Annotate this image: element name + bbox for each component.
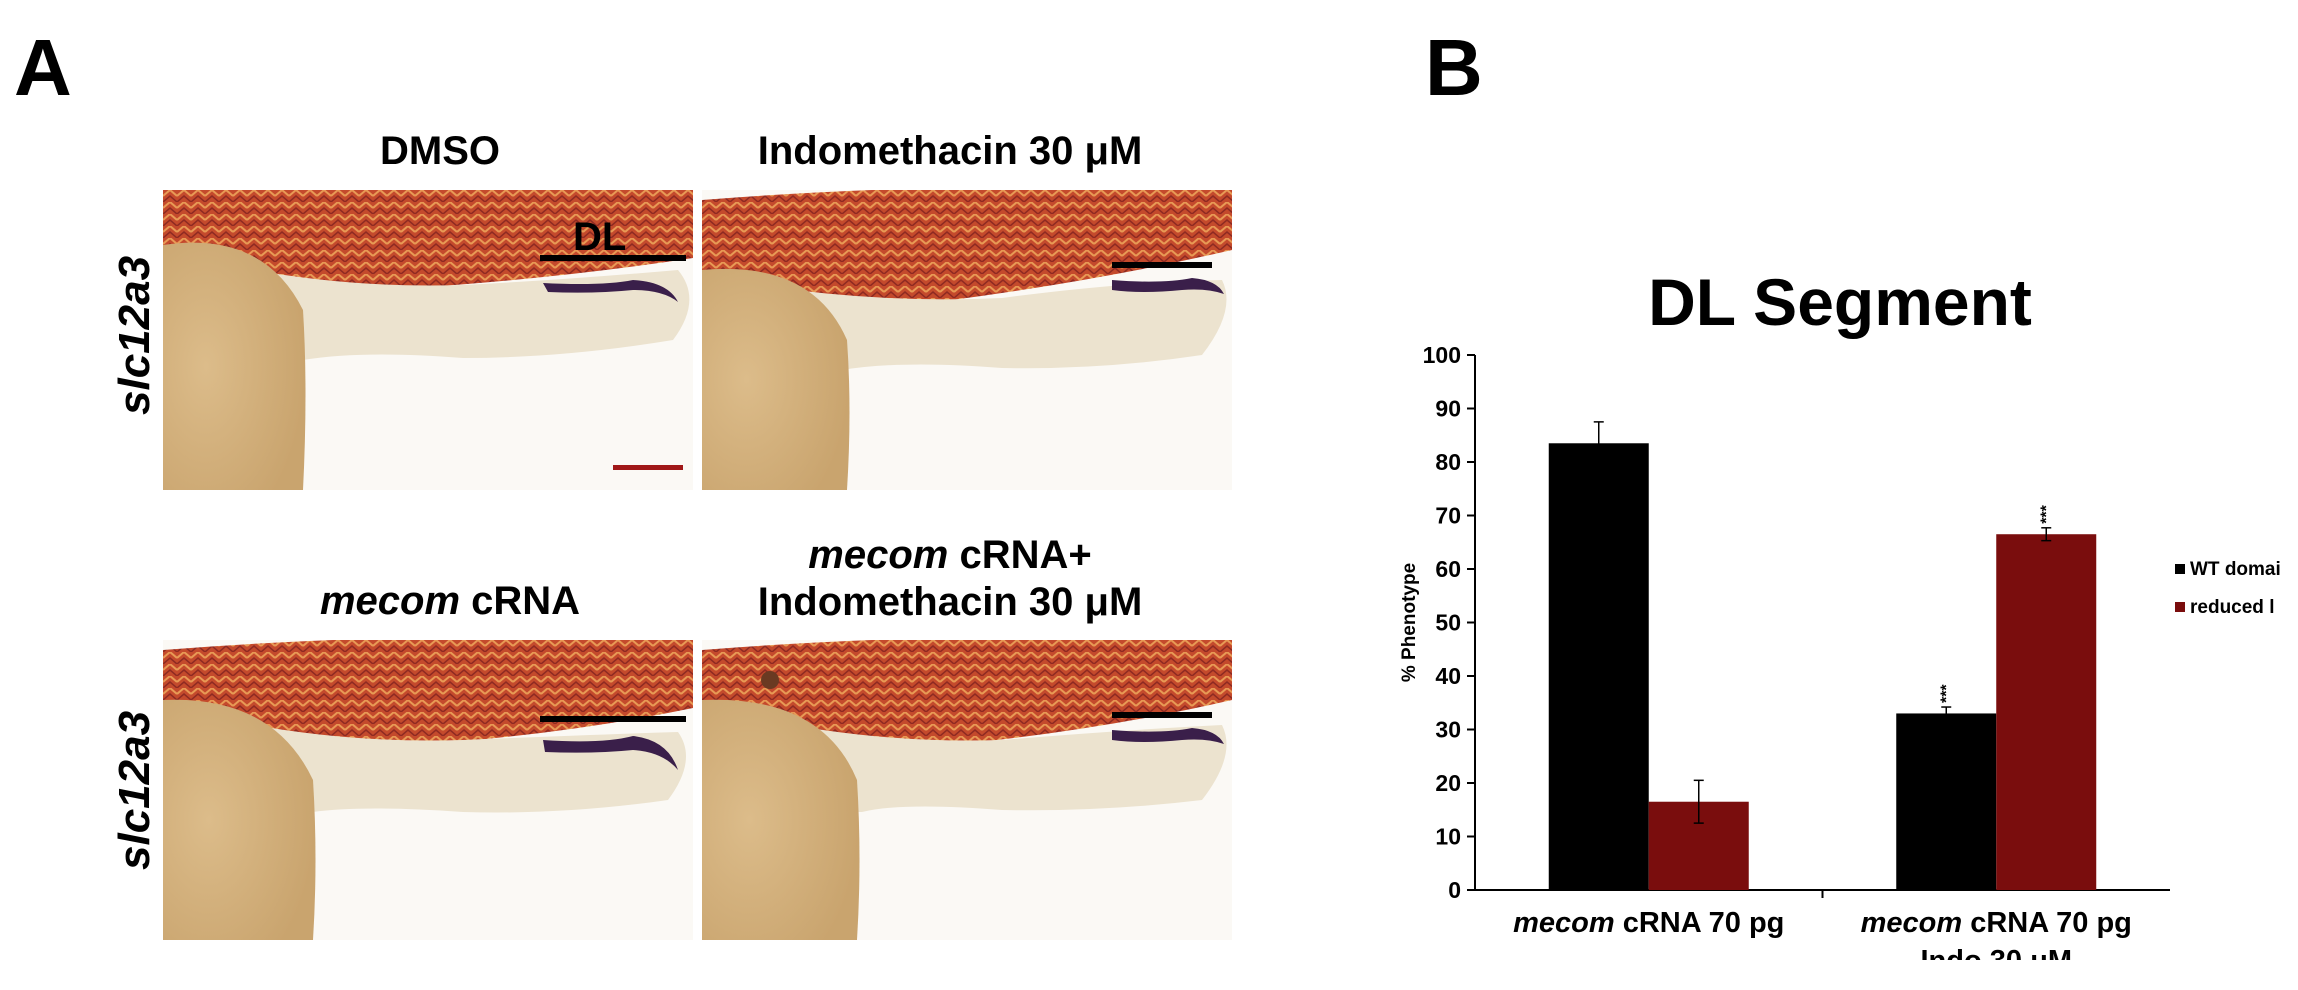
x-category-label: mecom cRNA 70 pg [1861, 907, 2132, 939]
scale-bar [613, 465, 683, 470]
legend-label: WT domain [2190, 559, 2280, 580]
y-tick-label: 80 [1435, 449, 1461, 475]
category-text: cRNA 70 pg [1962, 907, 2132, 939]
micrograph-image [163, 640, 693, 940]
y-tick-label: 10 [1435, 824, 1461, 850]
chart-title: DL Segment [1648, 265, 2032, 339]
micrograph-image: DL [163, 190, 693, 490]
condition-text: cRNA [460, 579, 581, 623]
significance-marker: *** [1938, 684, 1955, 703]
gene-name: mecom [319, 579, 461, 623]
bar [1548, 443, 1649, 890]
row-label-top: slc12a3 [110, 255, 159, 415]
micrograph-dmso: DL [163, 190, 693, 490]
condition-label-mecom-indomethacin: mecom cRNA+ Indomethacin 30 μM [720, 532, 1180, 626]
bar [1996, 534, 2097, 890]
panel-b-letter: B [1425, 23, 1483, 112]
gene-name: mecom [808, 533, 949, 577]
y-tick-label: 60 [1435, 556, 1461, 582]
y-tick-label: 20 [1435, 770, 1461, 796]
y-tick-label: 40 [1435, 663, 1461, 689]
y-tick-label: 50 [1435, 610, 1461, 636]
micrograph-mecom-indomethacin [702, 640, 1232, 940]
condition-text: DMSO [380, 129, 500, 173]
condition-label-mecom-crna: mecom cRNA [250, 578, 650, 625]
legend-label: reduced l (<) [2190, 597, 2280, 618]
y-tick-label: 70 [1435, 503, 1461, 529]
row-label-bottom: slc12a3 [110, 710, 159, 870]
legend-swatch [2175, 602, 2185, 612]
x-category-label: mecom cRNA 70 pg [1513, 907, 1784, 939]
y-tick-label: 90 [1435, 396, 1461, 422]
legend-swatch [2175, 564, 2185, 574]
condition-label-indomethacin: Indomethacin 30 μM [740, 128, 1160, 175]
y-tick-label: 0 [1448, 877, 1461, 903]
x-category-label-line2: Indo 30 μM [1921, 945, 2072, 960]
significance-marker: *** [2038, 504, 2055, 523]
segment-label: DL [573, 215, 626, 259]
y-tick-label: 100 [1423, 342, 1461, 368]
bar-chart: DL Segment 0 10 20 30 40 50 60 70 80 90 100 % Phenot… [1399, 265, 2280, 960]
gene-name: mecom [1861, 907, 1963, 939]
y-tick-label: 30 [1435, 717, 1461, 743]
category-text: cRNA 70 pg [1615, 907, 1785, 939]
bar [1896, 713, 1997, 890]
condition-text: Indomethacin 30 μM [757, 129, 1143, 173]
panel-a-letter: A [14, 23, 72, 112]
condition-text-line2: Indomethacin 30 μM [757, 580, 1143, 625]
condition-label-dmso: DMSO [290, 128, 590, 175]
condition-text: cRNA+ [948, 533, 1092, 577]
micrograph-image [702, 190, 1232, 490]
micrograph-image [702, 640, 1232, 940]
gene-name: mecom [1513, 907, 1615, 939]
y-axis-label: % Phenotype [1399, 563, 1420, 682]
micrograph-indomethacin [702, 190, 1232, 490]
micrograph-mecom-crna [163, 640, 693, 940]
